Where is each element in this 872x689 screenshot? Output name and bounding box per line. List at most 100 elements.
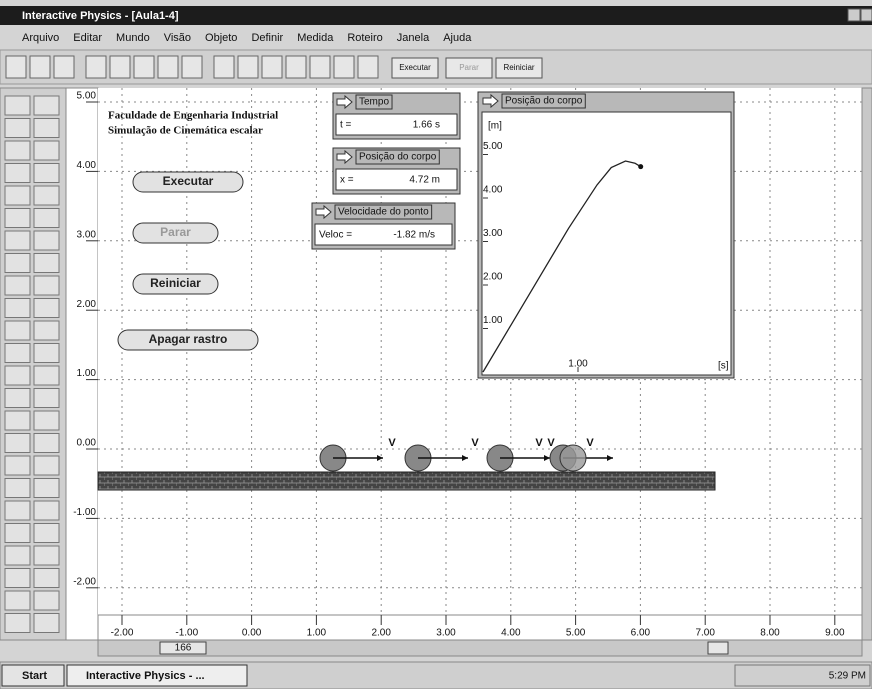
palette-icon[interactable]	[5, 141, 30, 160]
palette-icon[interactable]	[34, 614, 59, 633]
menu-item[interactable]: Definir	[251, 32, 283, 44]
v-scrollbar[interactable]	[862, 88, 872, 640]
palette-icon[interactable]	[5, 546, 30, 565]
palette-icon[interactable]	[5, 501, 30, 520]
palette-icon[interactable]	[5, 434, 30, 453]
palette-icon[interactable]	[34, 501, 59, 520]
palette-icon[interactable]	[5, 299, 30, 318]
palette-icon[interactable]	[34, 119, 59, 138]
palette-icon[interactable]	[5, 96, 30, 115]
menu-item[interactable]: Editar	[73, 32, 102, 44]
sim-button-label[interactable]: Parar	[160, 225, 191, 239]
tool-icon[interactable]	[358, 56, 378, 78]
tool-icon[interactable]	[310, 56, 330, 78]
palette-icon[interactable]	[5, 119, 30, 138]
palette-icon[interactable]	[34, 96, 59, 115]
palette-icon[interactable]	[34, 434, 59, 453]
start-label[interactable]: Start	[22, 670, 47, 682]
palette-icon[interactable]	[34, 141, 59, 160]
tool-icon[interactable]	[214, 56, 234, 78]
tool-icon[interactable]	[110, 56, 130, 78]
palette-icon[interactable]	[34, 231, 59, 250]
tool-icon[interactable]	[262, 56, 282, 78]
tool-icon[interactable]	[54, 56, 74, 78]
palette-icon[interactable]	[5, 321, 30, 340]
palette-icon[interactable]	[5, 164, 30, 183]
sim-button-label[interactable]: Executar	[163, 174, 214, 188]
palette-icon[interactable]	[34, 209, 59, 228]
toolbar-button-label[interactable]: Reiniciar	[503, 63, 534, 72]
menu-item[interactable]: Visão	[164, 32, 191, 44]
palette-icon[interactable]	[34, 366, 59, 385]
vector-label: V	[586, 437, 594, 449]
menu-item[interactable]: Arquivo	[22, 32, 59, 44]
y-ruler-label: 3.00	[77, 229, 97, 240]
meter-label: x =	[340, 175, 354, 186]
palette-icon[interactable]	[5, 479, 30, 498]
menu-item[interactable]: Medida	[297, 32, 334, 44]
sim-button-label[interactable]: Reiniciar	[150, 276, 201, 290]
palette-icon[interactable]	[34, 389, 59, 408]
y-ruler-label: 0.00	[77, 438, 97, 449]
tool-icon[interactable]	[30, 56, 50, 78]
palette-icon[interactable]	[34, 321, 59, 340]
palette-icon[interactable]	[5, 524, 30, 543]
task-label[interactable]: Interactive Physics - ...	[86, 670, 205, 682]
scroll-value: 166	[175, 643, 192, 654]
palette-icon[interactable]	[5, 344, 30, 363]
palette-icon[interactable]	[5, 254, 30, 273]
menu-item[interactable]: Ajuda	[443, 32, 472, 44]
palette-icon[interactable]	[34, 546, 59, 565]
palette-icon[interactable]	[5, 569, 30, 588]
palette-icon[interactable]	[5, 276, 30, 295]
window-btn[interactable]	[848, 9, 860, 21]
palette-icon[interactable]	[34, 164, 59, 183]
palette-icon[interactable]	[34, 254, 59, 273]
palette-icon[interactable]	[5, 456, 30, 475]
vector-label: V	[471, 437, 479, 449]
tool-icon[interactable]	[158, 56, 178, 78]
palette-icon[interactable]	[34, 591, 59, 610]
window-btn[interactable]	[861, 9, 872, 21]
menu-item[interactable]: Objeto	[205, 32, 237, 44]
tool-icon[interactable]	[182, 56, 202, 78]
palette-icon[interactable]	[5, 614, 30, 633]
palette-icon[interactable]	[5, 366, 30, 385]
palette-icon[interactable]	[34, 299, 59, 318]
meter-title: Tempo	[359, 97, 389, 108]
menu-item[interactable]: Janela	[397, 32, 430, 44]
menu-item[interactable]: Mundo	[116, 32, 150, 44]
x-ruler-label: -2.00	[111, 628, 134, 639]
palette-icon[interactable]	[5, 209, 30, 228]
tool-icon[interactable]	[334, 56, 354, 78]
palette-icon[interactable]	[34, 411, 59, 430]
y-ruler-label: 1.00	[77, 368, 97, 379]
palette-icon[interactable]	[34, 186, 59, 205]
palette-icon[interactable]	[5, 186, 30, 205]
h-scrollbar[interactable]	[98, 640, 862, 656]
tool-icon[interactable]	[238, 56, 258, 78]
palette-icon[interactable]	[5, 591, 30, 610]
sim-button-label[interactable]: Apagar rastro	[149, 332, 228, 346]
palette-icon[interactable]	[34, 456, 59, 475]
palette-icon[interactable]	[5, 411, 30, 430]
palette-icon[interactable]	[34, 524, 59, 543]
tool-icon[interactable]	[134, 56, 154, 78]
tool-icon[interactable]	[6, 56, 26, 78]
toolbar-button-label[interactable]: Executar	[399, 63, 431, 72]
palette-icon[interactable]	[5, 231, 30, 250]
x-ruler-label: 6.00	[631, 628, 651, 639]
tool-icon[interactable]	[286, 56, 306, 78]
scroll-thumb[interactable]	[708, 642, 728, 654]
x-ruler-label: 5.00	[566, 628, 586, 639]
tool-icon[interactable]	[86, 56, 106, 78]
menu-item[interactable]: Roteiro	[347, 32, 382, 44]
palette-icon[interactable]	[34, 569, 59, 588]
palette-icon[interactable]	[34, 276, 59, 295]
palette-icon[interactable]	[34, 344, 59, 363]
palette-icon[interactable]	[5, 389, 30, 408]
heading-line: Simulação de Cinemática escalar	[108, 125, 263, 137]
palette-icon[interactable]	[34, 479, 59, 498]
y-ruler-label: 4.00	[77, 160, 97, 171]
toolbar-button-label[interactable]: Parar	[459, 63, 479, 72]
